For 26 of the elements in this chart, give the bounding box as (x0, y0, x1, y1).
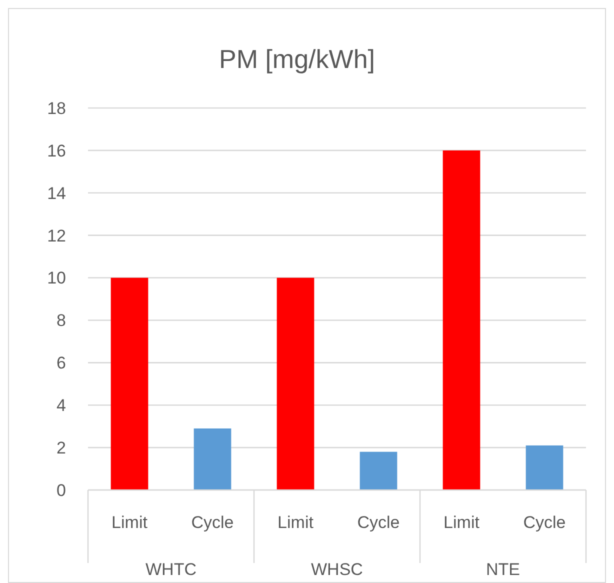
bar (194, 428, 232, 490)
text: Limit (278, 513, 314, 532)
x-tick-label: WHTC (146, 560, 196, 579)
y-tick-label: 2 (56, 438, 66, 458)
y-tick-label: 14 (47, 184, 66, 203)
text: Cycle (357, 513, 400, 532)
y-tick-label: 18 (47, 98, 66, 118)
y-tick-label: 0 (56, 480, 66, 500)
bar (526, 445, 564, 490)
y-tick-label: 16 (47, 141, 66, 160)
y-tick-label: 10 (47, 268, 66, 288)
x-tick-label: WHSC (311, 560, 363, 579)
bar (360, 452, 398, 490)
y-tick-label: 6 (56, 354, 66, 373)
series-label: Cycle (191, 513, 234, 532)
text: Limit (444, 513, 480, 532)
y-tick-label: 4 (56, 396, 66, 416)
bar (276, 278, 314, 490)
bar (442, 150, 480, 490)
y-tick-label: 8 (56, 311, 66, 330)
x-tick-label: NTE (486, 560, 520, 579)
series-label: Limit (112, 513, 148, 532)
chart-title: PM [mg/kWh] (218, 44, 376, 74)
bar (110, 278, 148, 490)
text: Cycle (523, 513, 566, 532)
y-tick-label: 12 (47, 226, 66, 246)
